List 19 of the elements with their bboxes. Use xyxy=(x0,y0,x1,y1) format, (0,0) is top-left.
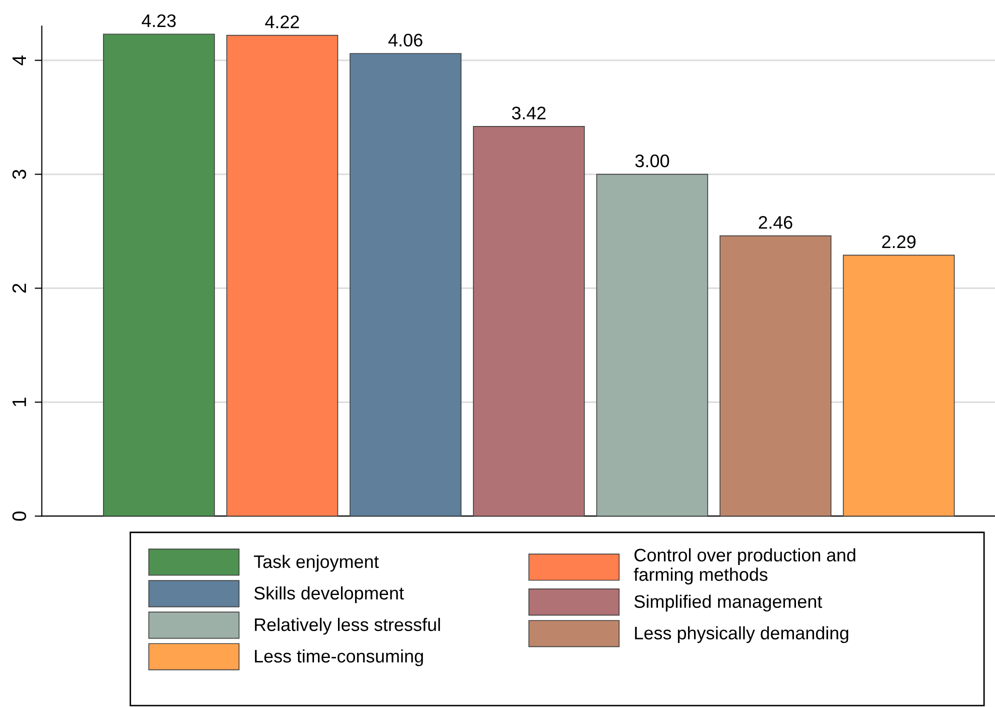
legend-label: Less physically demanding xyxy=(635,626,848,644)
legend-label: Task enjoyment xyxy=(254,554,379,572)
text: 2.29 xyxy=(882,235,916,248)
text: 3.00 xyxy=(635,154,670,168)
legend-label: Control over production and farming methods xyxy=(634,548,856,585)
text: 2.46 xyxy=(758,216,792,229)
text: 4.23 xyxy=(142,14,176,28)
legend-label: Relatively less stressful xyxy=(254,618,440,635)
legend-label: Skills development xyxy=(254,586,404,604)
y-tick-label: 4 xyxy=(12,56,26,66)
legend-label: Less time-consuming xyxy=(254,649,423,666)
text: 4.22 xyxy=(265,16,299,28)
text: 3.42 xyxy=(512,106,546,120)
legend-label: Simplified management xyxy=(634,594,822,612)
text: 4.06 xyxy=(388,34,422,47)
y-tick-label: 2 xyxy=(12,284,26,293)
y-tick-label: 1 xyxy=(12,398,26,406)
y-tick-label: 0 xyxy=(12,511,26,521)
y-tick-label: 3 xyxy=(12,170,26,179)
